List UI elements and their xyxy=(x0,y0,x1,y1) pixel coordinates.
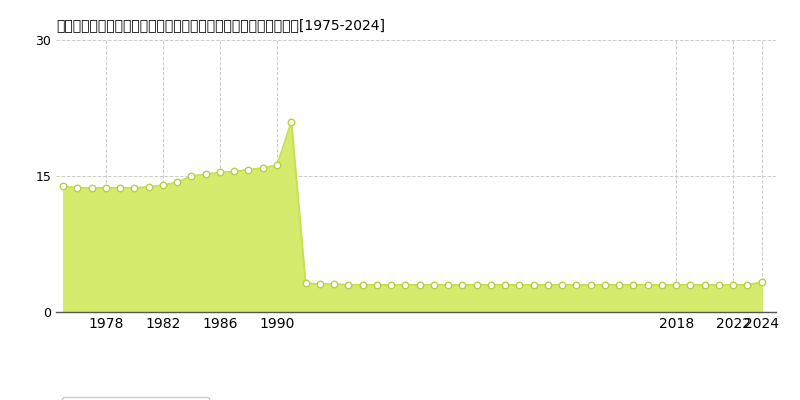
Point xyxy=(556,282,569,288)
Point xyxy=(741,282,754,288)
Text: 香川県高松市朝日町４丁目４９６番３５外　地価公示　地価推移[1975-2024]: 香川県高松市朝日町４丁目４９６番３５外 地価公示 地価推移[1975-2024] xyxy=(56,18,385,32)
Point xyxy=(157,182,170,188)
Point xyxy=(485,282,498,288)
Legend: 地価公示 平均坪単価(万円/坪): 地価公示 平均坪単価(万円/坪) xyxy=(62,397,209,400)
Point xyxy=(542,282,554,288)
Point xyxy=(627,282,640,288)
Point xyxy=(199,171,212,177)
Point xyxy=(242,166,255,173)
Point xyxy=(142,184,155,190)
Point xyxy=(755,279,768,285)
Point xyxy=(270,162,283,168)
Point xyxy=(185,173,198,179)
Point xyxy=(342,282,354,288)
Point xyxy=(299,280,312,286)
Point xyxy=(427,282,440,288)
Point xyxy=(128,184,141,191)
Point xyxy=(642,282,654,288)
Point xyxy=(413,282,426,288)
Point xyxy=(584,282,597,288)
Point xyxy=(114,184,126,191)
Point xyxy=(498,282,511,288)
Point xyxy=(314,281,326,287)
Point xyxy=(228,168,241,175)
Point xyxy=(513,282,526,288)
Point xyxy=(727,282,740,288)
Point xyxy=(399,282,412,288)
Point xyxy=(86,184,98,191)
Point xyxy=(713,282,726,288)
Point xyxy=(598,282,611,288)
Point xyxy=(655,282,668,288)
Point xyxy=(613,282,626,288)
Point xyxy=(285,118,298,125)
Point xyxy=(71,184,84,191)
Point xyxy=(442,282,454,288)
Point xyxy=(99,184,112,191)
Point xyxy=(170,179,183,186)
Point xyxy=(570,282,582,288)
Point xyxy=(214,169,226,176)
Point xyxy=(456,282,469,288)
Point xyxy=(670,282,682,288)
Point xyxy=(356,282,369,288)
Point xyxy=(470,282,483,288)
Point xyxy=(684,282,697,288)
Point xyxy=(527,282,540,288)
Point xyxy=(328,281,341,287)
Point xyxy=(256,165,269,171)
Point xyxy=(385,282,398,288)
Point xyxy=(370,282,383,288)
Point xyxy=(57,183,70,189)
Point xyxy=(698,282,711,288)
